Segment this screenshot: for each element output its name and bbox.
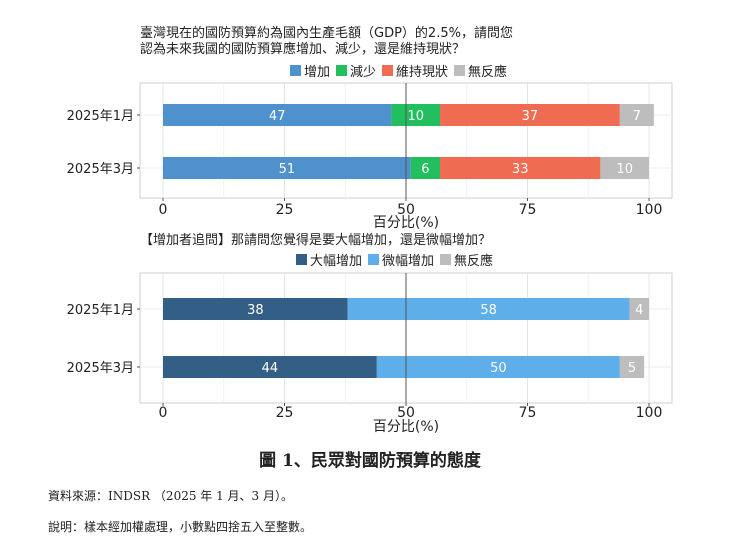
category-label: 2025年1月 [67,303,134,318]
legend-item: 減少 [336,61,376,80]
data-label: 47 [269,109,286,124]
data-label: 38 [247,303,264,318]
legend-label: 無反應 [468,65,508,80]
data-label: 50 [490,361,507,376]
x-axis-label: 百分比(%) [373,419,439,435]
legend-label: 減少 [350,65,377,80]
x-tick-label: 50 [397,405,415,421]
data-label: 37 [522,109,539,124]
legend-label: 維持現狀 [396,65,449,80]
bar-segment [347,298,630,320]
x-tick-label: 75 [519,405,537,421]
legend-label: 增加 [304,65,331,80]
x-tick-label: 25 [276,202,294,218]
data-label: 58 [480,303,497,318]
chart-1-title: 臺灣現在的國防預算約為國內生產毛額（GDP）的2.5%，請問您 認為未來我國的國… [140,26,513,57]
data-label: 44 [262,361,279,376]
bar-segment [163,356,377,378]
legend-swatch [296,254,307,265]
chart-1-svg: 47 10 37 7 2025年1月 51 6 33 10 2025年3月 0 25 50 75 100 百分… [67,82,673,230]
legend-item: 維持現狀 [382,61,448,80]
bar-segment [163,298,348,320]
x-tick-label: 0 [159,405,168,421]
data-label: 5 [628,361,636,376]
bar-segment [619,356,645,378]
x-tick-label: 100 [636,405,663,421]
legend-label: 大幅增加 [310,254,363,269]
data-label: 51 [279,162,296,177]
legend-item: 無反應 [454,61,507,80]
legend-swatch [336,65,348,76]
bar-segment [600,157,649,179]
category-label: 2025年3月 [67,361,134,376]
x-tick-label: 0 [159,202,168,218]
bar-segment [163,104,392,126]
chart-1-legend: 增加 減少 維持現狀 無反應 [290,61,507,80]
bar-segment [440,157,601,179]
legend-item: 微幅增加 [368,250,434,269]
legend-swatch [368,254,380,265]
data-label: 4 [635,303,643,318]
x-tick-label: 50 [397,202,415,218]
data-label: 33 [512,162,529,177]
x-tick-label: 25 [276,405,294,421]
bar-segment [391,104,441,126]
data-label: 7 [633,109,641,124]
bar-segment [410,157,441,179]
bar-segment [440,104,620,126]
bar-segment [376,356,620,378]
data-label: 10 [616,162,633,177]
legend-item: 增加 [290,61,330,80]
legend-swatch [382,65,394,76]
chart-2-svg: 38 58 4 2025年1月 44 50 5 2025年3月 0 25 50 75 100 百分比(%) [67,272,673,435]
category-label: 2025年3月 [67,162,134,177]
x-tick-label: 100 [636,202,663,218]
figure-caption: 圖 1、民眾對國防預算的態度 [259,451,481,471]
chart-2-title: 【增加者追問】那請問您覺得是要大幅增加，還是微幅增加？ [140,233,492,248]
bar-segment [163,157,411,179]
bar-segment [629,298,649,320]
legend-swatch [454,65,466,76]
source-note: 資料來源：INDSR （2025 年 1 月、3 月）。 [48,489,293,503]
x-tick-label: 75 [519,202,537,218]
legend-swatch [440,254,452,265]
x-axis-label: 百分比(%) [373,215,439,230]
data-label: 10 [407,109,424,124]
legend-item: 無反應 [440,250,493,269]
method-note: 說明：樣本經加權處理，小數點四捨五入至整數。 [48,520,313,534]
data-label: 6 [421,162,429,177]
legend-label: 微幅增加 [382,254,435,269]
chart-2-legend: 大幅增加 微幅增加 無反應 [296,250,493,269]
bar-segment [619,104,654,126]
legend-item: 大幅增加 [296,250,362,269]
category-label: 2025年1月 [67,109,134,124]
legend-swatch [290,65,301,76]
legend-label: 無反應 [454,254,494,269]
